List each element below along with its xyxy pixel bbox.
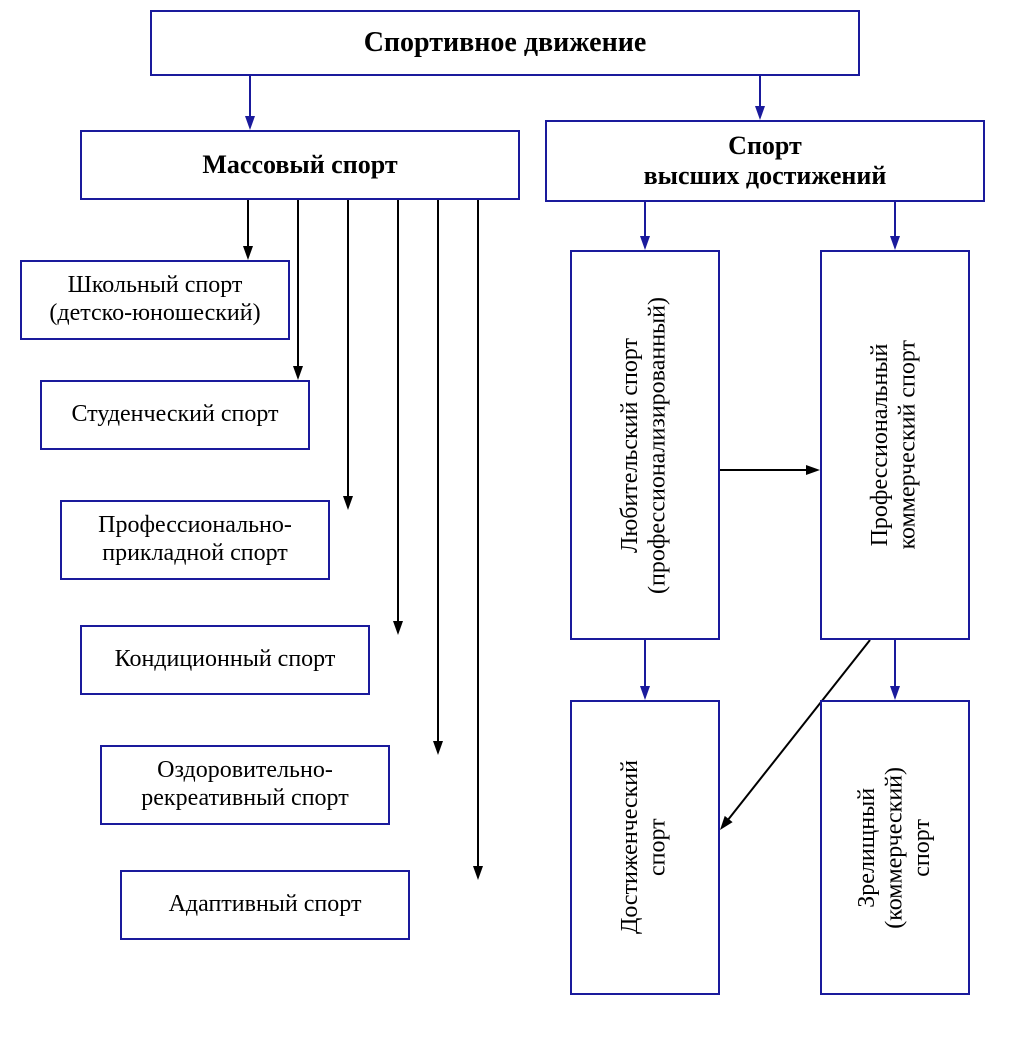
node-m5: Оздоровительно- рекреативный спорт [100,745,390,825]
node-label-mass: Массовый спорт [202,150,397,180]
node-label-root: Спортивное движение [364,27,647,59]
node-label-m4: Кондиционный спорт [115,646,336,674]
node-root: Спортивное движение [150,10,860,76]
node-label-achieve: Достиженческий спорт [617,760,672,934]
node-label-m6: Адаптивный спорт [169,891,362,919]
node-mass: Массовый спорт [80,130,520,200]
node-label-m5: Оздоровительно- рекреативный спорт [141,757,348,812]
node-m3: Профессионально- прикладной спорт [60,500,330,580]
node-label-amateur: Любительский спорт (профессионализирован… [617,297,672,594]
node-label-spect: Зрелищный (коммерческий) спорт [854,767,937,929]
node-amateur: Любительский спорт (профессионализирован… [570,250,720,640]
node-label-elite: Спорт высших достижений [644,131,887,191]
node-procom: Профессиональный коммерческий спорт [820,250,970,640]
node-spect: Зрелищный (коммерческий) спорт [820,700,970,995]
node-m6: Адаптивный спорт [120,870,410,940]
node-m2: Студенческий спорт [40,380,310,450]
node-elite: Спорт высших достижений [545,120,985,202]
node-label-m2: Студенческий спорт [71,401,278,429]
node-label-procom: Профессиональный коммерческий спорт [867,340,922,549]
node-achieve: Достиженческий спорт [570,700,720,995]
diagram-canvas: Спортивное движение Массовый спорт Спорт в… [0,0,1015,1045]
node-label-m3: Профессионально- прикладной спорт [98,512,292,567]
node-label-m1: Школьный спорт (детско-юношеский) [49,272,260,327]
node-m1: Школьный спорт (детско-юношеский) [20,260,290,340]
node-m4: Кондиционный спорт [80,625,370,695]
